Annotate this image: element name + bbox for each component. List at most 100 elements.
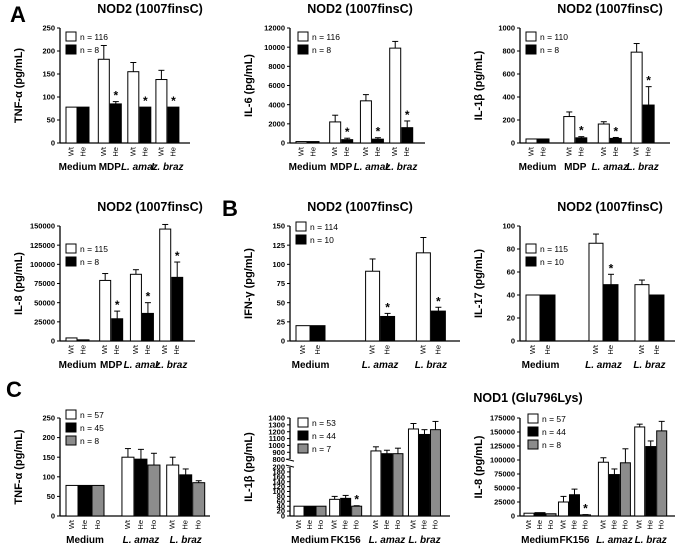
y-tick-label: 100 [272,487,285,496]
bar-wt [634,426,646,517]
bar-he [430,310,446,342]
genotype-label: He [313,345,322,355]
genotype-label: He [79,345,88,355]
genotype-label: He [652,345,661,355]
legend-entry: n = 8 [80,257,99,267]
y-tick-label: 0 [511,337,515,346]
y-tick-label: 1300 [268,420,285,429]
genotype-label: He [609,520,618,530]
genotype-label: Wt [632,146,641,156]
bar-wt [97,58,110,144]
genotype-label: Wt [591,344,600,354]
y-tick-label: 150000 [490,428,515,437]
chart-c1: TNF-α (pg/mL) 0 50 100 150 200 250 Wt He Ho Medium… [13,409,210,546]
y-tick-label: 80 [507,245,515,254]
bar-ho [192,482,206,517]
genotype-label: He [80,520,89,530]
chart-title: NOD2 (1007finsC) [97,200,203,214]
group-label: MDP [330,162,353,173]
genotype-label: He [172,345,181,355]
legend-entry: n = 8 [80,45,99,55]
y-tick-label: 150 [42,453,55,462]
bar-ho [392,453,404,517]
genotype-label: Wt [160,344,169,354]
bar-he [304,505,316,517]
bar-wt [634,284,650,342]
y-tick-label: 80 [277,492,285,501]
genotype-label: Ho [620,520,629,530]
genotype-label: Ho [149,520,158,530]
legend-swatch-wt [525,31,537,42]
genotype-label: He [305,520,314,530]
significance-star: * [385,300,390,314]
axis-break-mark [285,458,295,462]
y-tick-label: 150 [42,70,55,79]
legend-entry: n = 45 [80,423,104,433]
y-tick-label: 125000 [30,241,55,250]
y-tick-label: 200 [272,463,285,472]
group-label: Medium [522,360,560,371]
y-tick-label: 50000 [34,298,55,307]
y-tick-label: 60 [277,497,285,506]
genotype-label: Wt [99,146,108,156]
legend-entry: n = 10 [540,257,564,267]
genotype-label: Wt [330,519,339,529]
genotype-label: Ho [546,520,555,530]
legend-entry: n = 8 [80,436,99,446]
bar-wt [359,100,372,144]
genotype-label: Wt [128,146,137,156]
bar-ho [579,514,591,517]
y-tick-label: 125 [272,241,285,250]
genotype-label: Wt [131,344,140,354]
chart-title: NOD2 (1007finsC) [307,200,413,214]
legend-swatch-wt [525,243,537,254]
y-tick-label: 180 [272,468,285,477]
y-tick-label: 100 [502,222,515,231]
legend-entry: n = 44 [542,427,566,437]
y-tick-label: 175000 [490,414,515,423]
y-axis-label: IL-1β (pg/mL) [243,432,255,502]
genotype-label: Wt [156,146,165,156]
y-axis-label: IL-17 (pg/mL) [473,249,485,318]
y-tick-label: 900 [272,448,285,457]
bar-wt [159,228,172,342]
bar-wt [65,106,78,144]
bar-wt [557,501,569,517]
genotype-label: He [543,345,552,355]
chart-title: NOD2 (1007finsC) [557,200,663,214]
chart-a2: NOD2 (1007finsC) IL-6 (pg/mL) 0 2000 4000 600… [243,2,425,173]
genotype-label: He [168,147,177,157]
bar-he [603,284,619,342]
y-tick-label: 1000 [268,441,285,450]
significance-star: * [436,294,441,308]
bar-he [649,294,665,342]
genotype-label: He [342,147,351,157]
y-tick-label: 25 [277,317,285,326]
y-tick-label: 0 [281,512,285,521]
group-label: L. braz [151,162,183,173]
group-label: FK156 [559,535,589,546]
genotype-label: Wt [298,344,307,354]
y-tick-label: 50 [47,116,55,125]
chart-a4: NOD2 (1007finsC) IL-8 (pg/mL) 0 25000 50000 7… [13,200,203,371]
bar-he [341,139,354,144]
panel-label-c: C [6,377,22,402]
y-tick-label: 1400 [268,414,285,423]
group-label: L. braz [633,360,665,371]
group-label: L. amaz [124,360,161,371]
legend-swatch-wt [65,409,77,420]
genotype-label: Wt [527,146,536,156]
chart-c3: IL-8 (pg/mL) 0 25000 50000 75000 100000 125000… [473,413,675,546]
bar-wt [329,121,342,144]
y-tick-label: 2000 [268,119,285,128]
legend-swatch-wt [297,31,309,42]
genotype-label: Wt [528,344,537,354]
bar-wt [525,138,538,144]
genotype-label: He [644,147,653,157]
significance-star: * [646,74,651,88]
y-tick-label: 800 [502,47,515,56]
bar-wt [415,252,431,342]
y-tick-label: 0 [511,139,515,148]
bar-he [371,138,384,144]
legend-swatch-wt [65,243,77,254]
